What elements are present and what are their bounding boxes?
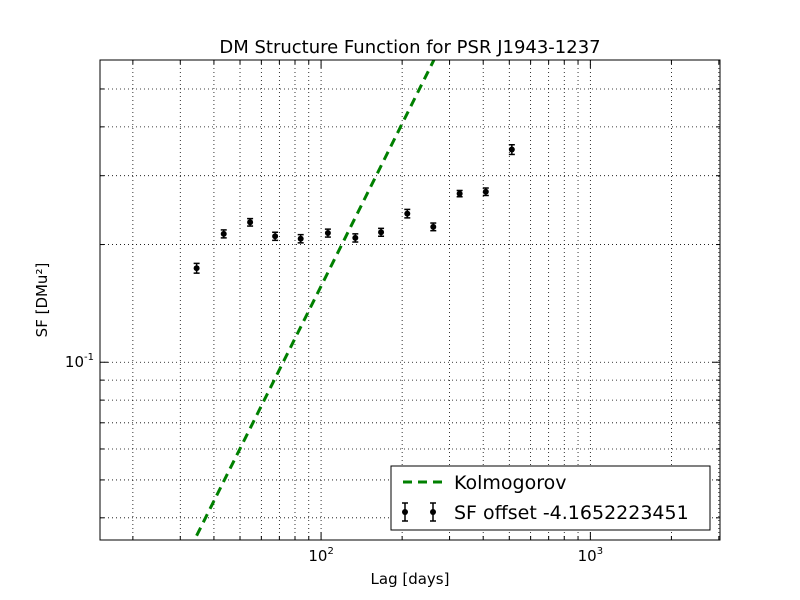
grid (100, 60, 720, 540)
data-point (404, 210, 411, 217)
legend-box (390, 465, 711, 531)
x-tick-label: 102 (308, 546, 333, 565)
kolmogorov-line (195, 60, 436, 537)
data-point (220, 230, 227, 237)
legend-sf-label: SF offset -4.1652223451 (454, 502, 689, 524)
data-point (352, 234, 359, 241)
axes: 102 103 10-1 (65, 60, 720, 565)
legend-errorbar-point (430, 509, 436, 515)
series-layer (193, 60, 515, 537)
legend-kolmogorov-label: Kolmogorov (454, 472, 567, 494)
x-tick-label: 103 (578, 546, 603, 565)
y-tick-label: 10-1 (65, 352, 94, 371)
data-point (482, 188, 489, 195)
data-point (456, 190, 463, 197)
plot-frame (99, 59, 721, 541)
data-point (324, 230, 331, 237)
data-point (193, 265, 200, 272)
x-axis-label: Lag [days] (371, 570, 450, 588)
data-point (272, 233, 279, 240)
data-point (430, 223, 437, 230)
legend-errorbar-point (402, 509, 408, 515)
data-point (297, 235, 304, 242)
y-axis-label: SF [DMu²] (33, 263, 51, 338)
data-point (378, 229, 385, 236)
data-point (247, 219, 254, 226)
data-point (508, 146, 515, 153)
legend: Kolmogorov SF offset -4.1652223451 (390, 465, 711, 531)
chart-title: DM Structure Function for PSR J1943-1237 (219, 37, 600, 58)
